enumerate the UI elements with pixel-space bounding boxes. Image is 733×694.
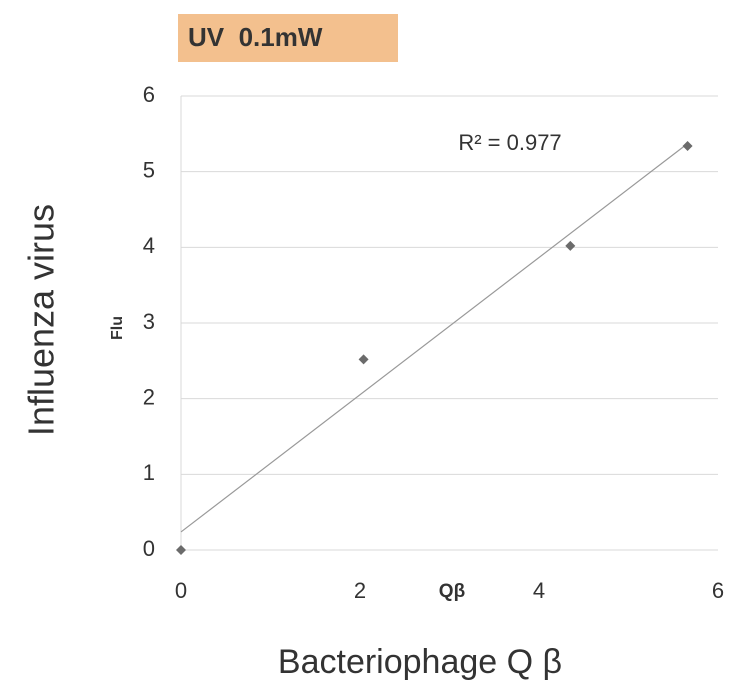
title-box xyxy=(178,14,398,62)
y-tick-label: 2 xyxy=(143,384,155,409)
point xyxy=(565,240,576,251)
point xyxy=(358,354,369,365)
trendline xyxy=(180,143,688,533)
y-tick-label: 4 xyxy=(143,233,155,258)
x-tick-label: 6 xyxy=(712,578,724,603)
point xyxy=(682,140,693,151)
y-tick-label: 1 xyxy=(143,460,155,485)
x-tick-label: 0 xyxy=(175,578,187,603)
y-tick-label: 0 xyxy=(143,536,155,561)
y-axis-label: Influenza virus xyxy=(21,204,62,436)
x-tick-label: 4 xyxy=(533,578,545,603)
x-axis-short-label: Qβ xyxy=(439,581,465,602)
y-axis-short-label: Flu xyxy=(109,316,126,340)
y-tick-label: 5 xyxy=(143,157,155,182)
point xyxy=(176,545,186,555)
x-tick-label: 2 xyxy=(354,578,366,603)
annotation: R² = 0.977 xyxy=(458,130,561,155)
y-tick-label: 6 xyxy=(143,82,155,107)
y-tick-label: 3 xyxy=(143,309,155,334)
x-axis-label: Bacteriophage Q β xyxy=(278,643,562,681)
chart-title: UV 0.1mW xyxy=(188,22,323,52)
